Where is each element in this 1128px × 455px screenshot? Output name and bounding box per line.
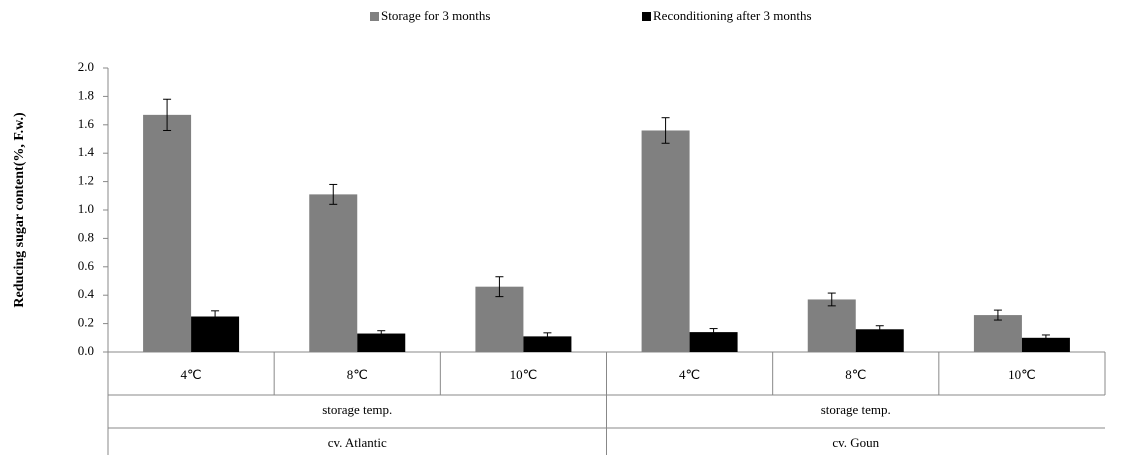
y-tick-label: 0.4 [78, 286, 95, 301]
legend-swatch [642, 12, 651, 21]
y-tick-label: 0.6 [78, 258, 95, 273]
x-tick-label: 8℃ [845, 367, 866, 382]
x-tick-label: 8℃ [347, 367, 368, 382]
y-tick-label: 0.8 [78, 229, 94, 244]
y-tick-label: 2.0 [78, 59, 94, 74]
group-sublabel: storage temp. [322, 402, 392, 417]
y-axis-label: Reducing sugar content(%, F.w.) [12, 112, 27, 308]
bar [973, 315, 1022, 352]
group-sublabel: storage temp. [821, 402, 891, 417]
y-tick-label: 0.0 [78, 343, 94, 358]
bar [641, 130, 690, 352]
bar [143, 114, 192, 352]
y-tick-label: 1.2 [78, 173, 94, 188]
bar [807, 299, 856, 352]
y-tick-label: 1.8 [78, 87, 94, 102]
legend-label: Reconditioning after 3 months [653, 8, 812, 23]
group-label: cv. Atlantic [328, 435, 387, 450]
bar [1021, 337, 1070, 352]
bar [689, 332, 738, 352]
x-tick-label: 10℃ [1008, 367, 1036, 382]
y-tick-label: 1.4 [78, 144, 95, 159]
x-tick-label: 4℃ [679, 367, 700, 382]
legend-swatch [370, 12, 379, 21]
group-label: cv. Goun [832, 435, 879, 450]
bar [309, 194, 358, 352]
y-tick-label: 0.2 [78, 315, 94, 330]
bar [523, 336, 572, 352]
x-tick-label: 10℃ [510, 367, 538, 382]
x-tick-label: 4℃ [181, 367, 202, 382]
bar [357, 333, 406, 352]
y-tick-label: 1.6 [78, 116, 95, 131]
bar [475, 286, 524, 352]
bar [855, 329, 904, 352]
legend-label: Storage for 3 months [381, 8, 490, 23]
y-tick-label: 1.0 [78, 201, 94, 216]
